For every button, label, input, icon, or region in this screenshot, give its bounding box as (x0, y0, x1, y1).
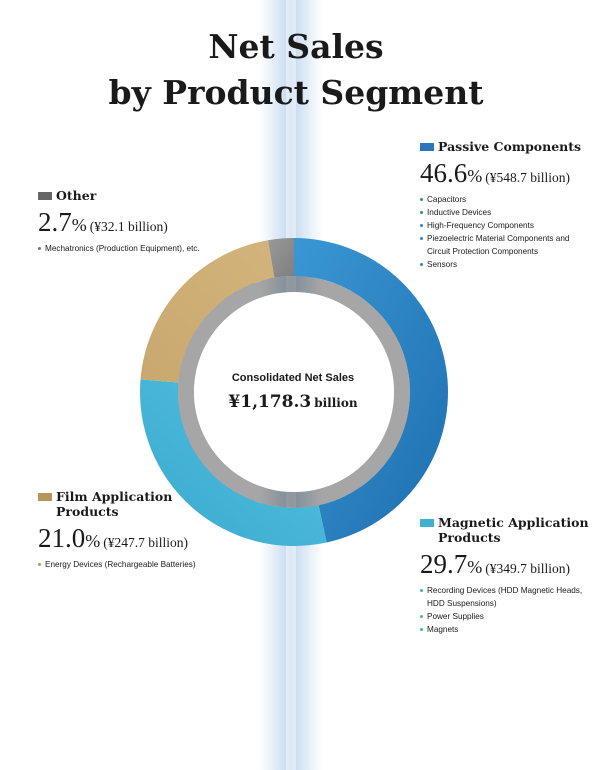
center-total-number: ¥1,178.3 (228, 392, 312, 412)
magnetic-item: Power Supplies (420, 610, 590, 623)
passive-percent: 46.6 (420, 158, 468, 188)
chart-title: Net Sales by Product Segment (0, 24, 592, 116)
legend-passive-components: Passive Components 46.6% (¥548.7 billion)… (420, 139, 590, 271)
passive-item: Sensors (420, 258, 590, 271)
donut-inner-shadow-ring (178, 276, 410, 508)
other-name: Other (56, 188, 97, 203)
other-amount: (¥32.1 billion) (89, 219, 168, 234)
passive-item: Capacitors (420, 193, 590, 206)
film-items: Energy Devices (Rechargeable Batteries) (38, 558, 238, 571)
legend-other: Other 2.7% (¥32.1 billion) Mechatronics (… (38, 188, 268, 255)
magnetic-items: Recording Devices (HDD Magnetic Heads, H… (420, 584, 590, 636)
donut-slice-passive-components (294, 238, 448, 543)
magnetic-percent-sign: % (467, 557, 483, 577)
center-total-unit: billion (314, 396, 358, 410)
other-percent: 2.7 (38, 207, 72, 237)
other-item: Mechatronics (Production Equipment), etc… (38, 242, 268, 255)
passive-share: 46.6% (¥548.7 billion) (420, 158, 590, 189)
magnetic-amount: (¥349.7 billion) (485, 561, 570, 576)
passive-item: High-Frequency Components (420, 219, 590, 232)
center-total-value: ¥1,178.3 billion (193, 392, 393, 412)
passive-items: Capacitors Inductive Devices High-Frequenc… (420, 193, 590, 271)
center-caption: Consolidated Net Sales (231, 372, 355, 384)
donut-center-label: Consolidated Net Sales ¥1,178.3 billion (193, 372, 393, 412)
magnetic-swatch (420, 519, 434, 527)
legend-film-application-products: Film Application Products 21.0% (¥247.7 b… (38, 489, 238, 571)
film-name: Film Application Products (56, 489, 173, 519)
donut-slice-film-application-products (140, 240, 275, 383)
passive-swatch (420, 143, 434, 151)
magnetic-percent: 29.7 (420, 549, 468, 579)
passive-percent-sign: % (467, 166, 483, 186)
film-swatch (38, 493, 52, 501)
legend-magnetic-application-products: Magnetic Application Products 29.7% (¥349… (420, 515, 590, 636)
film-percent: 21.0 (38, 523, 86, 553)
magnetic-name: Magnetic Application Products (438, 515, 589, 545)
other-share: 2.7% (¥32.1 billion) (38, 207, 268, 238)
title-line-1: Net Sales (208, 27, 384, 66)
donut-slice-other (267, 238, 294, 278)
magnetic-share: 29.7% (¥349.7 billion) (420, 549, 590, 580)
passive-name: Passive Components (438, 139, 582, 154)
passive-item: Piezoelectric Material Components and Ci… (420, 232, 590, 258)
film-percent-sign: % (85, 531, 101, 551)
film-amount: (¥247.7 billion) (103, 535, 188, 550)
film-item: Energy Devices (Rechargeable Batteries) (38, 558, 238, 571)
other-items: Mechatronics (Production Equipment), etc… (38, 242, 268, 255)
other-swatch (38, 192, 52, 200)
other-percent-sign: % (71, 215, 87, 235)
donut-center-disc (194, 292, 394, 492)
passive-item: Inductive Devices (420, 206, 590, 219)
title-line-2: by Product Segment (108, 73, 484, 112)
magnetic-item: Magnets (420, 623, 590, 636)
passive-amount: (¥548.7 billion) (485, 170, 570, 185)
magnetic-item: Recording Devices (HDD Magnetic Heads, H… (420, 584, 590, 610)
film-share: 21.0% (¥247.7 billion) (38, 523, 238, 554)
donut-slice-magnetic-application-products (139, 379, 327, 546)
